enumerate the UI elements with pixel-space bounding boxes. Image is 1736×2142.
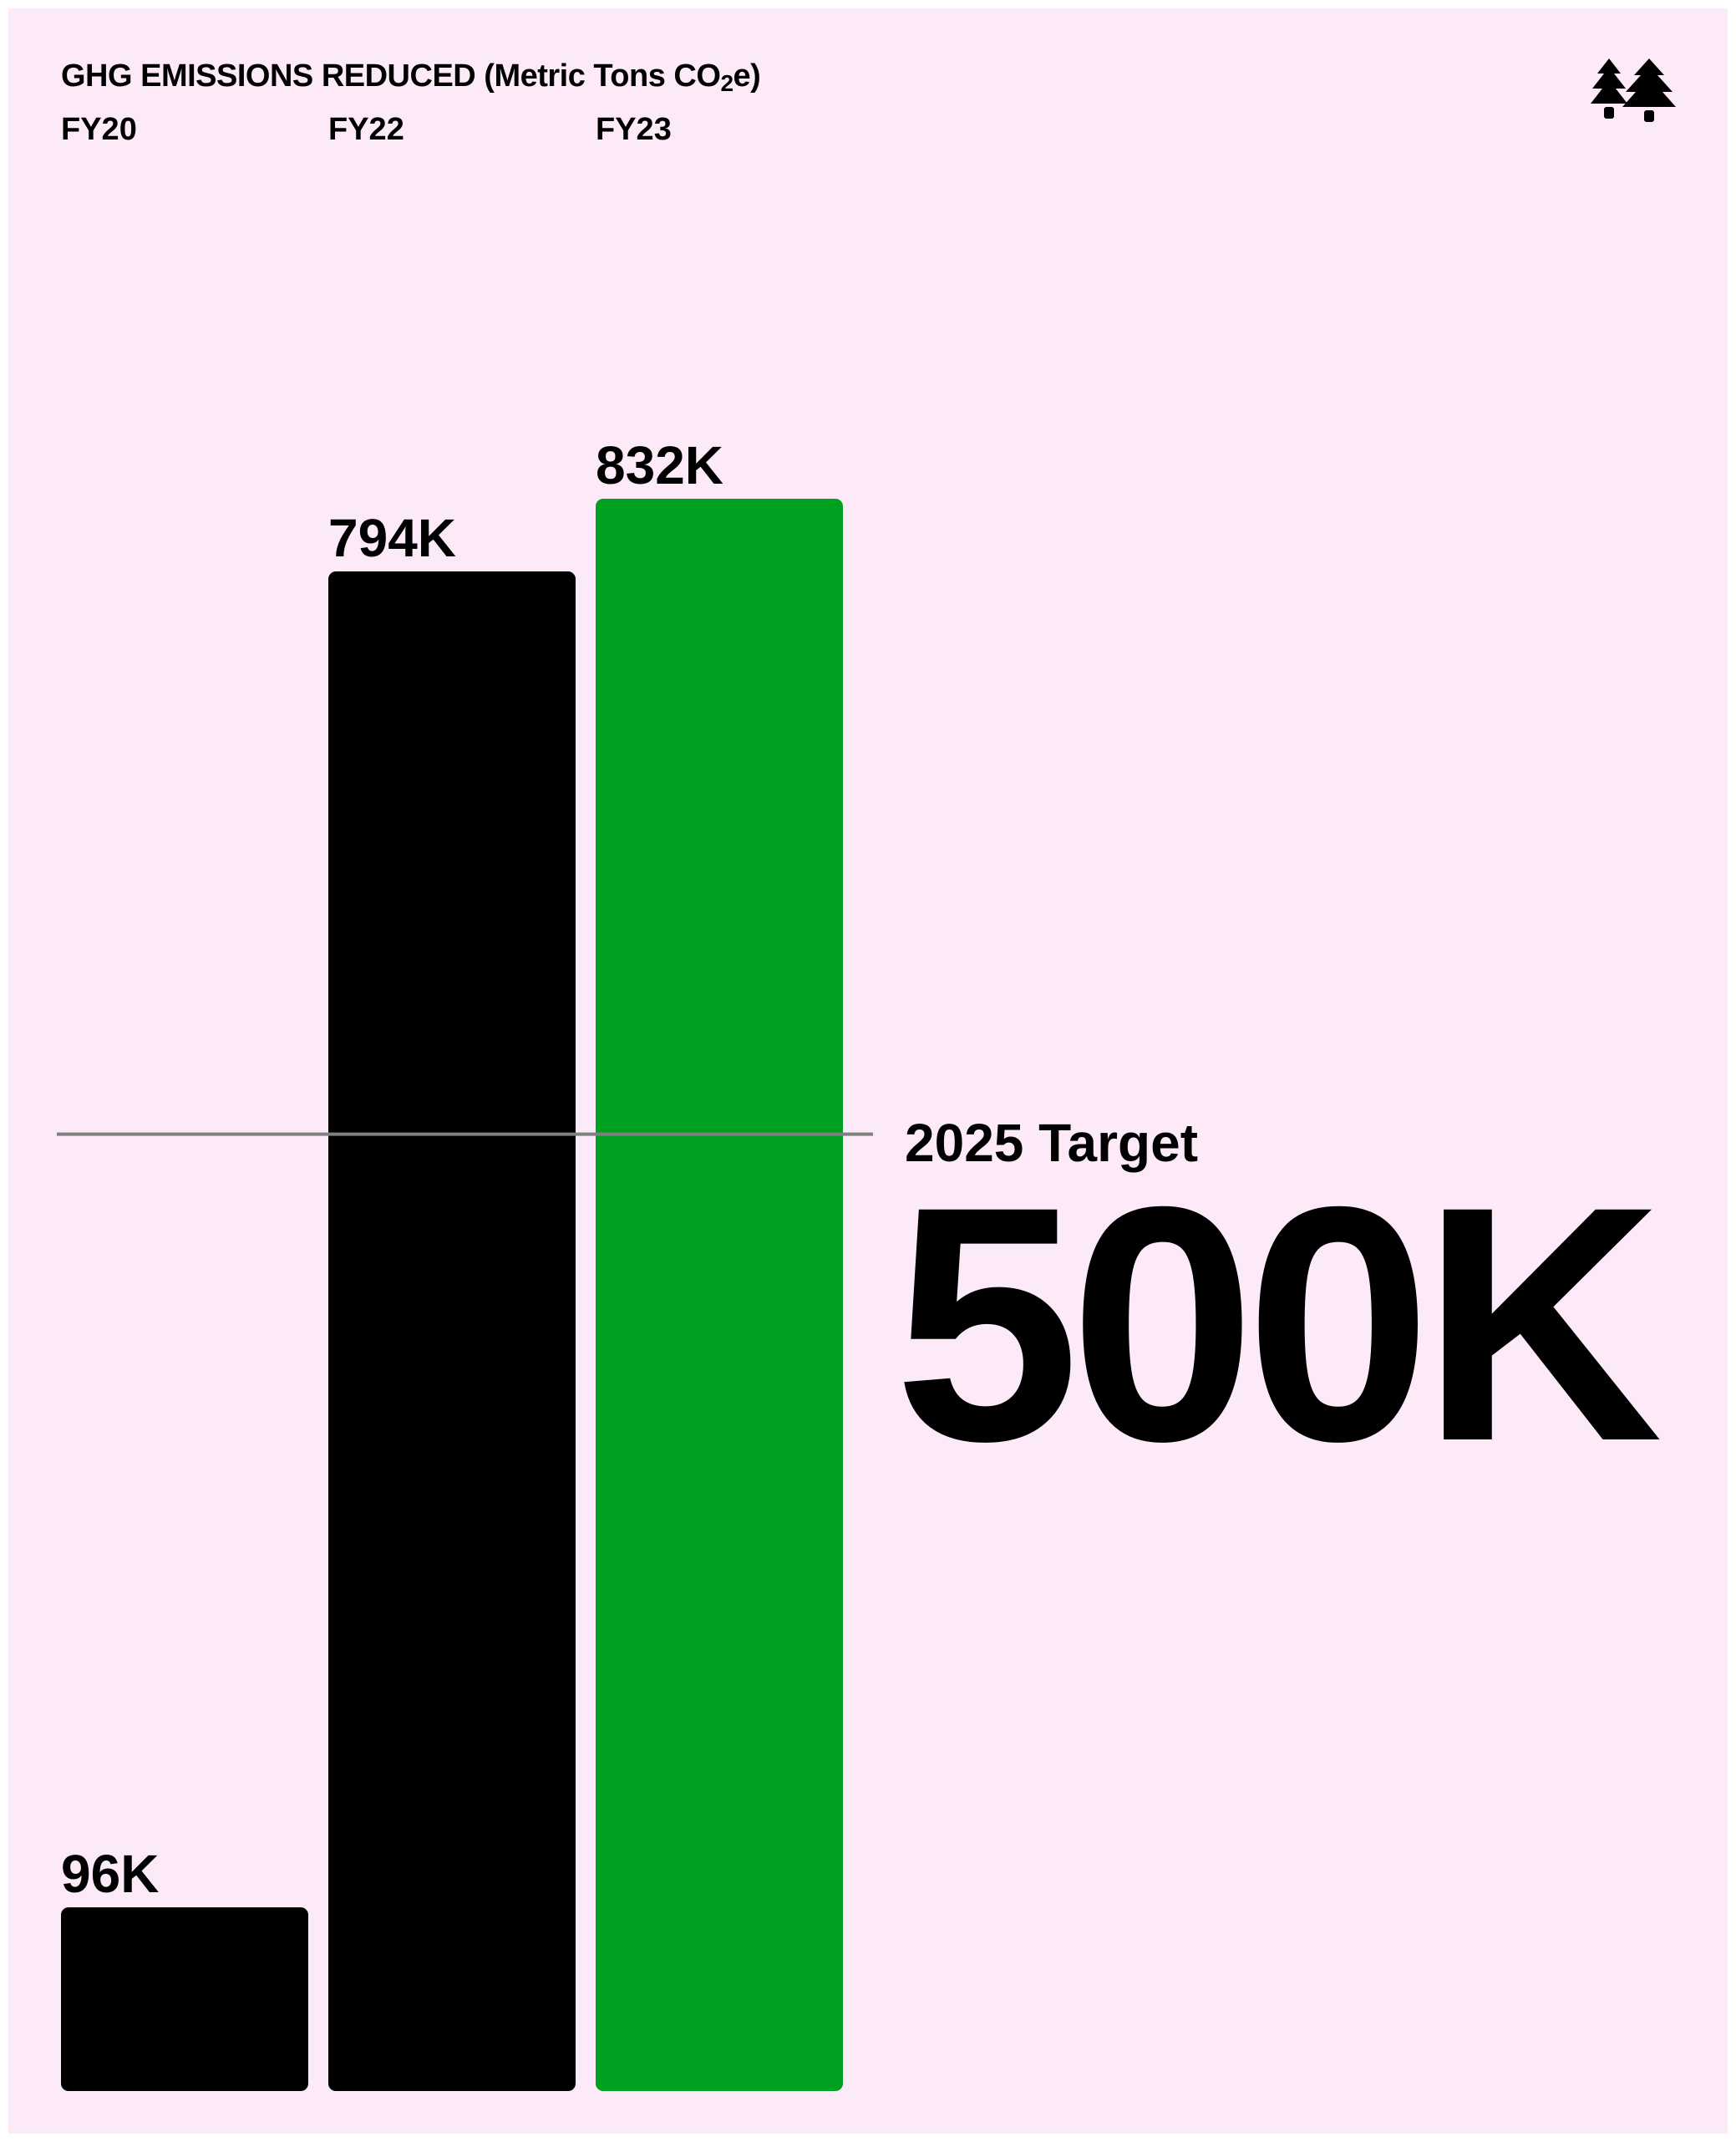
chart-title-subscript: 2 <box>720 70 733 96</box>
target-label: 2025 Target <box>905 1113 1198 1173</box>
target-value: 500K <box>894 1137 1662 1510</box>
bar-fy20 <box>61 1907 308 2091</box>
value-label-fy23: 832K <box>596 435 723 495</box>
chart-title: GHG EMISSIONS REDUCED (Metric Tons CO2e) <box>61 57 761 98</box>
category-label-fy20: FY20 <box>61 112 137 147</box>
value-label-fy22: 794K <box>328 508 456 568</box>
value-label-fy20: 96K <box>61 1844 159 1904</box>
bar-fy22 <box>328 571 576 2091</box>
twin-trees-logo-icon <box>1591 58 1676 122</box>
chart-title-text: GHG EMISSIONS REDUCED (Metric Tons CO <box>61 58 721 94</box>
category-label-fy23: FY23 <box>596 112 672 147</box>
bar-fy23 <box>596 499 843 2091</box>
category-label-fy22: FY22 <box>328 112 404 147</box>
chart-title-suffix: e) <box>733 58 761 94</box>
chart-card <box>8 8 1728 2134</box>
